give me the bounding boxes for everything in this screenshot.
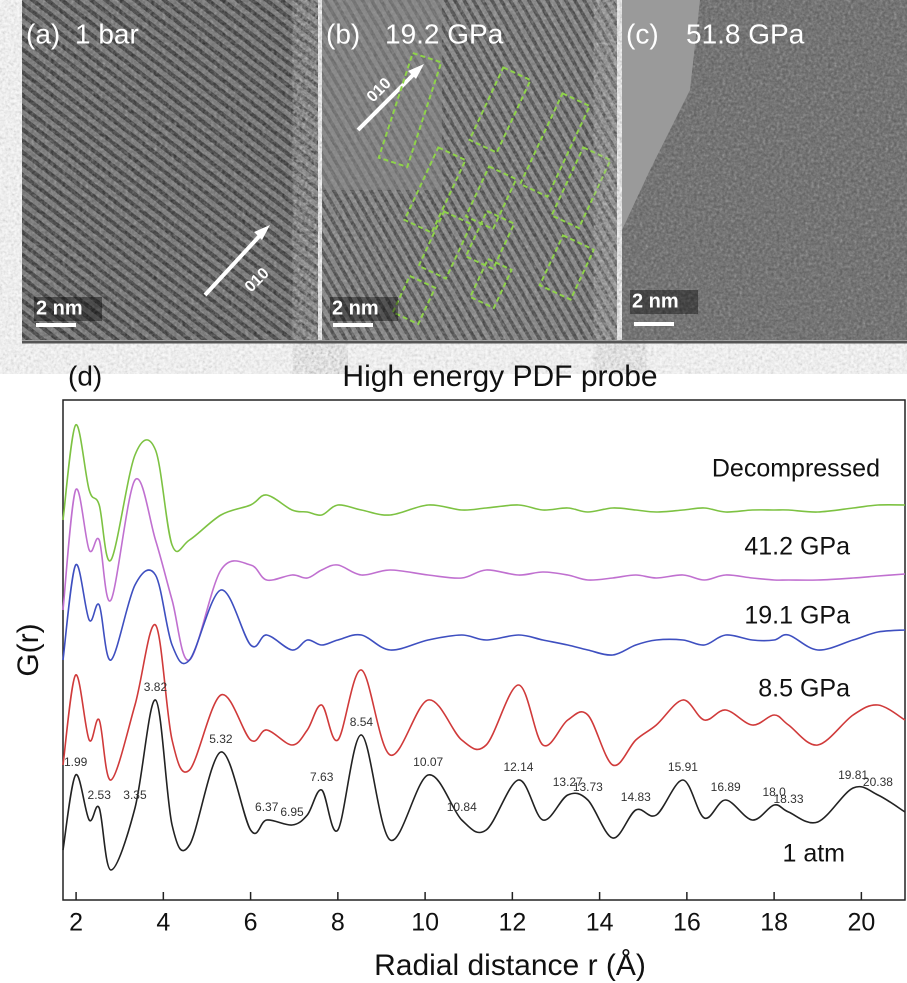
peak-label: 16.89 [711,780,741,794]
panel-condition: 19.2 GPa [385,18,504,49]
x-tick-label: 16 [673,909,701,937]
series-line [62,424,906,562]
series-line [62,699,906,871]
peak-label: 19.81 [838,768,868,782]
peak-label: 14.83 [621,790,651,804]
panel-label: (a) [26,18,60,49]
panel-label: (c) [626,18,659,49]
series-label: Decompressed [712,455,880,483]
x-tick-label: 18 [760,909,788,937]
tem-panel-a: 010 (a) 1 bar 2 nm [22,0,318,340]
series-label: 8.5 GPa [758,675,850,703]
peak-label: 18.33 [774,792,804,806]
x-tick-label: 8 [331,909,345,937]
x-tick-label: 2 [69,909,83,937]
tem-panel-c: (c) 51.8 GPa 2 nm [622,0,907,340]
scale-bar-label: 2 nm [332,297,379,319]
peak-label: 3.35 [123,788,147,802]
panel-condition: 51.8 GPa [686,18,805,49]
peak-label: 1.99 [64,755,88,769]
peak-label: 6.37 [255,800,279,814]
peak-label: 13.73 [573,780,603,794]
series-label: 1 atm [782,840,845,868]
x-axis-title: Radial distance r (Å) [374,949,646,982]
plot-frame [62,399,906,901]
panel-condition: 1 bar [75,18,139,49]
tem-panel-b: 010 (b) 19.2 GPa 2 nm [322,0,617,340]
x-tick-label: 12 [498,909,526,937]
series-line [62,477,906,661]
series-label: 41.2 GPa [744,533,850,561]
x-tick-label: 6 [244,909,258,937]
x-tick-label: 4 [156,909,170,937]
series-line [62,624,906,781]
scale-bar-label: 2 nm [36,297,83,319]
x-tick-label: 14 [586,909,614,937]
panel-label: (d) [68,360,102,391]
peak-label: 5.32 [209,732,233,746]
panel-label: (b) [326,18,360,49]
peak-label: 6.95 [280,805,304,819]
x-tick-label: 10 [411,909,439,937]
peak-label: 18.0 [762,785,786,799]
peak-label: 3.82 [144,680,168,694]
peak-label: 20.38 [863,775,893,789]
peak-label: 8.54 [350,715,374,729]
peak-label: 13.27 [553,775,583,789]
peak-label: 12.14 [503,760,533,774]
series-line [62,564,906,665]
peak-label: 7.63 [310,770,334,784]
chart-title: High energy PDF probe [342,360,657,393]
series-label: 19.1 GPa [744,602,850,630]
peak-label: 2.53 [88,788,112,802]
peak-label: 15.91 [668,760,698,774]
peak-label: 10.07 [413,755,443,769]
x-tick-label: 20 [847,909,875,937]
scale-bar-label: 2 nm [632,290,679,312]
y-axis-title: G(r) [12,623,45,676]
peak-label: 10.84 [447,800,477,814]
